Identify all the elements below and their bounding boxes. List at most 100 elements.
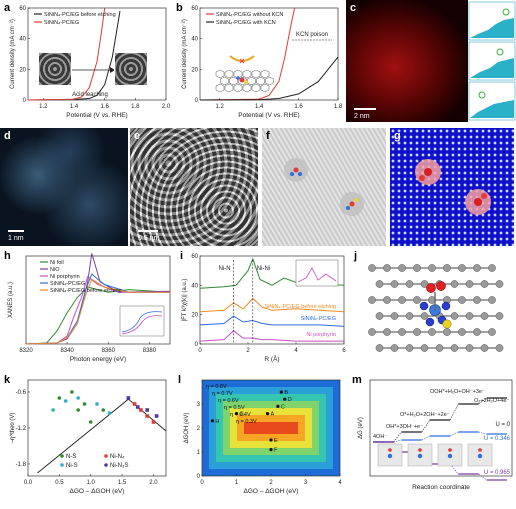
hexagon bbox=[256, 76, 265, 86]
inset-line bbox=[297, 267, 337, 283]
connector bbox=[421, 435, 430, 441]
ni-atom bbox=[477, 453, 483, 459]
chart-h: 8320 8340 8360 8380 Photon energy (eV) XANES … bbox=[8, 253, 171, 363]
data-point bbox=[210, 419, 214, 423]
carbon-atom bbox=[420, 344, 429, 352]
panel-a: a 1.2 1.4 1.6 1.8 2.0 0 20 40 60 Potential (V vs.… bbox=[0, 0, 172, 125]
panel-label-g: g bbox=[394, 130, 401, 142]
panel-label-e: e bbox=[134, 130, 141, 142]
connector bbox=[478, 473, 487, 481]
x-tick-label: 8360 bbox=[102, 348, 116, 354]
contour-band bbox=[244, 422, 298, 434]
hexagon bbox=[260, 69, 270, 79]
s-atom bbox=[442, 319, 452, 329]
y-axis-label: –η^theo (V) bbox=[10, 413, 16, 444]
step-label: 4OH⁻ bbox=[373, 434, 387, 440]
y-tick-label: 60 bbox=[191, 254, 198, 260]
x-tick-label: 6 bbox=[342, 348, 346, 354]
step-label: O*+H₂O+2OH⁻+2e⁻ bbox=[400, 412, 450, 418]
carbon-atom bbox=[413, 296, 421, 304]
carbon-atom bbox=[398, 264, 406, 272]
y-tick-label: -1.8 bbox=[16, 462, 27, 468]
data-point bbox=[95, 402, 99, 406]
y-tick-label: 1 bbox=[197, 450, 201, 456]
x-axis-label: Reaction coordinate bbox=[412, 484, 470, 491]
y-axis-label: ΔGOH (eV) bbox=[184, 413, 190, 444]
carbon-atom bbox=[405, 280, 414, 288]
panel-label-f: f bbox=[266, 130, 270, 142]
x-axis-label: ΔGO – ΔGOH (eV) bbox=[244, 488, 299, 495]
n-atom bbox=[236, 76, 240, 80]
n-atom bbox=[425, 317, 435, 327]
carbon-atom bbox=[443, 328, 451, 336]
potential-label: U = 0 bbox=[495, 422, 510, 428]
contour-label: η = 0.6V bbox=[218, 398, 239, 404]
x-tick-label: 2 bbox=[246, 348, 250, 354]
y-tick-label: -1.2 bbox=[16, 426, 27, 432]
data-point bbox=[283, 397, 287, 401]
x-tick-label: 4 bbox=[294, 348, 298, 354]
carbon-atom bbox=[398, 328, 406, 336]
carbon-atom bbox=[398, 296, 406, 304]
data-point bbox=[154, 414, 159, 418]
legend-label: SiNiN₄-PC/EG with KCN bbox=[216, 20, 276, 26]
x-axis-label: Photon energy (eV) bbox=[70, 356, 126, 363]
carbon-atom bbox=[390, 280, 399, 288]
y-tick-label: 0 bbox=[197, 474, 201, 480]
tem-inset-before bbox=[38, 52, 72, 86]
potential-label: U = 0.965 bbox=[484, 470, 511, 476]
data-point bbox=[135, 405, 140, 409]
data-point bbox=[63, 399, 68, 403]
carbon-atom bbox=[465, 280, 474, 288]
hexagon bbox=[247, 76, 256, 86]
scale-bar bbox=[138, 230, 158, 232]
panel-g-intensity-map: g bbox=[390, 128, 514, 246]
carbon-atom bbox=[495, 344, 504, 352]
x-tick-label: 0.5 bbox=[55, 480, 64, 486]
x-axis-label: Potential (V vs. RHE) bbox=[66, 112, 127, 119]
hexagon bbox=[265, 76, 274, 86]
y-tick-label: 60 bbox=[191, 6, 198, 12]
legend-label: SiNiN₄-PC/EG before etching bbox=[50, 288, 122, 294]
connector bbox=[478, 397, 487, 405]
contour-label: η = 0.3V bbox=[236, 419, 257, 425]
panel-d-haadf-image: d 1 nm bbox=[0, 128, 128, 246]
series-line bbox=[199, 315, 345, 327]
carbon-atom bbox=[435, 344, 444, 352]
x-tick-label: 1.8 bbox=[334, 104, 343, 110]
data-point bbox=[88, 420, 93, 424]
x-tick-label: 8340 bbox=[60, 348, 74, 354]
y-axis-label: |FT k³χ(k)| (a.u.) bbox=[182, 279, 188, 322]
o-atom bbox=[418, 448, 422, 452]
legend-swatch bbox=[60, 463, 64, 467]
point-label: G bbox=[240, 412, 244, 418]
panel-label-j: j bbox=[354, 250, 358, 262]
panel-label-m: m bbox=[352, 374, 362, 386]
panel-b: b 1.2 1.4 1.6 1.8 0 20 40 60 Potential (V vs. RH… bbox=[172, 0, 344, 125]
panel-h: h 8320 8340 8360 8380 Photon energy (eV) XANE… bbox=[0, 248, 175, 370]
scale-bar-label: 0.5 nm bbox=[138, 235, 160, 242]
data-point bbox=[82, 402, 87, 406]
carbon-atom bbox=[443, 264, 451, 272]
x-tick-label: 1.4 bbox=[255, 104, 264, 110]
panel-label-d: d bbox=[4, 130, 11, 142]
y-axis-label: Current density (mA cm⁻²) bbox=[10, 19, 16, 89]
o-atom bbox=[388, 448, 392, 452]
data-point bbox=[132, 402, 137, 406]
panel-label-k: k bbox=[4, 374, 11, 386]
peak-label: Ni-N bbox=[219, 266, 231, 272]
carbon-atom bbox=[383, 264, 391, 272]
carbon-atom bbox=[375, 344, 384, 352]
hexagon bbox=[233, 83, 243, 93]
chart-l: 0 1 2 3 4 0 1 2 3 ΔGO – ΔGOH (eV) ΔGOH (eV) η = 0.8… bbox=[184, 379, 342, 495]
carbon-atom bbox=[450, 344, 459, 352]
data-point bbox=[126, 396, 131, 400]
scale-bar-label: 1 nm bbox=[8, 235, 24, 242]
plot-frame bbox=[25, 255, 171, 345]
carbon-atom bbox=[413, 328, 421, 336]
y-tick-label: 3 bbox=[197, 402, 201, 408]
series-label: SiNiN₄-PC/EG bbox=[301, 316, 336, 322]
annotation: Acid leaching bbox=[72, 92, 108, 98]
ni-atom bbox=[447, 453, 453, 459]
inset-line bbox=[121, 311, 163, 333]
